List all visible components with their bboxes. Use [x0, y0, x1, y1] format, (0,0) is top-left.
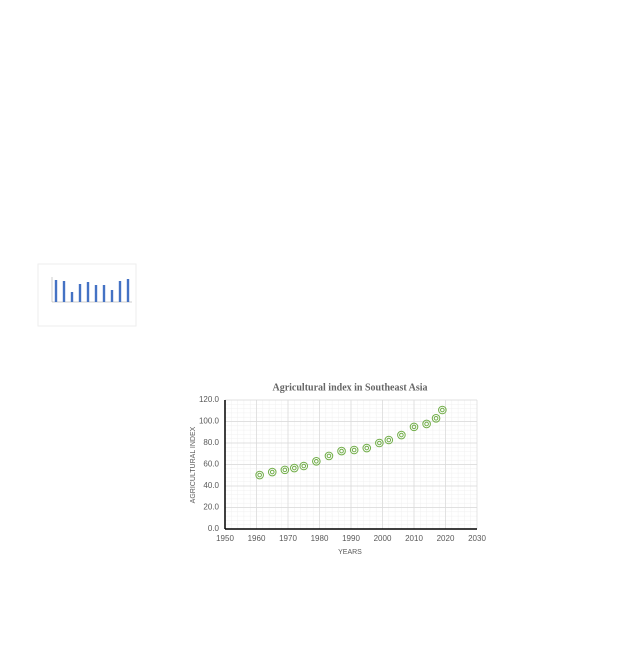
y-tick-label: 40.0: [203, 481, 219, 490]
x-tick-label: 1990: [342, 534, 360, 543]
marker-ring: [301, 463, 307, 469]
marker-ring: [424, 421, 429, 427]
marker-ring: [269, 469, 275, 475]
marker-ring: [267, 467, 277, 477]
bar: [126, 279, 130, 302]
marker-ring: [339, 448, 344, 454]
marker-ring: [324, 451, 334, 461]
x-tick-label: 1960: [248, 534, 266, 543]
marker-ring: [364, 445, 370, 451]
marker-ring: [362, 443, 372, 453]
y-tick-label: 80.0: [203, 438, 219, 447]
marker-ring: [255, 470, 264, 480]
marker-ring: [312, 456, 321, 466]
bar: [118, 281, 122, 302]
bar: [102, 285, 106, 302]
bar: [86, 282, 90, 302]
bar: [62, 281, 66, 302]
point: [397, 430, 406, 440]
marker-ring: [377, 440, 382, 446]
point: [438, 405, 447, 415]
marker-ring: [411, 424, 417, 430]
marker-ring: [290, 463, 299, 473]
point: [431, 413, 441, 423]
x-tick-label: 2000: [374, 534, 392, 543]
x-tick-label: 2030: [468, 534, 486, 543]
point: [255, 470, 264, 480]
marker-ring: [337, 446, 346, 456]
marker-ring: [282, 467, 288, 473]
marker-ring: [326, 453, 332, 459]
marker-ring: [422, 419, 431, 429]
point: [267, 467, 277, 477]
point: [299, 461, 309, 471]
bar: [94, 285, 98, 302]
chart-title: Agricultural index in Southeast Asia: [272, 382, 427, 393]
y-tick-label: 20.0: [203, 503, 219, 512]
marker-ring: [433, 415, 439, 421]
x-tick-label: 1980: [311, 534, 329, 543]
x-tick-label: 1970: [279, 534, 297, 543]
marker-ring: [431, 413, 441, 423]
point: [384, 435, 394, 445]
marker-ring: [440, 407, 445, 413]
marker-ring: [257, 472, 262, 478]
bar: [78, 284, 82, 302]
y-tick-label: 120.0: [199, 395, 220, 404]
marker-ring: [375, 438, 384, 448]
marker-ring: [292, 465, 297, 471]
marker-ring: [280, 465, 290, 475]
bar: [110, 290, 114, 302]
point: [362, 443, 372, 453]
point: [375, 438, 384, 448]
marker-ring: [386, 437, 392, 443]
bar: [54, 280, 58, 302]
x-tick-label: 1950: [216, 534, 234, 543]
bar: [70, 292, 74, 302]
marker-ring: [299, 461, 309, 471]
point: [280, 465, 290, 475]
marker-ring: [314, 458, 319, 464]
point: [312, 456, 321, 466]
marker-ring: [397, 430, 406, 440]
x-tick-label: 2010: [405, 534, 423, 543]
point: [324, 451, 334, 461]
point: [422, 419, 431, 429]
marker-ring: [399, 432, 404, 438]
point: [409, 422, 419, 432]
marker-ring: [351, 447, 357, 453]
marker-ring: [438, 405, 447, 415]
y-tick-label: 60.0: [203, 460, 219, 469]
marker-ring: [409, 422, 419, 432]
point: [337, 446, 346, 456]
x-tick-label: 2020: [437, 534, 455, 543]
x-axis-label: YEARS: [338, 549, 362, 556]
marker-ring: [349, 445, 359, 455]
marker-ring: [384, 435, 394, 445]
point: [349, 445, 359, 455]
y-axis-label: AGRICULTURAL INDEX: [190, 426, 197, 503]
y-tick-label: 100.0: [199, 417, 220, 426]
y-tick-label: 0.0: [208, 524, 220, 533]
point: [290, 463, 299, 473]
